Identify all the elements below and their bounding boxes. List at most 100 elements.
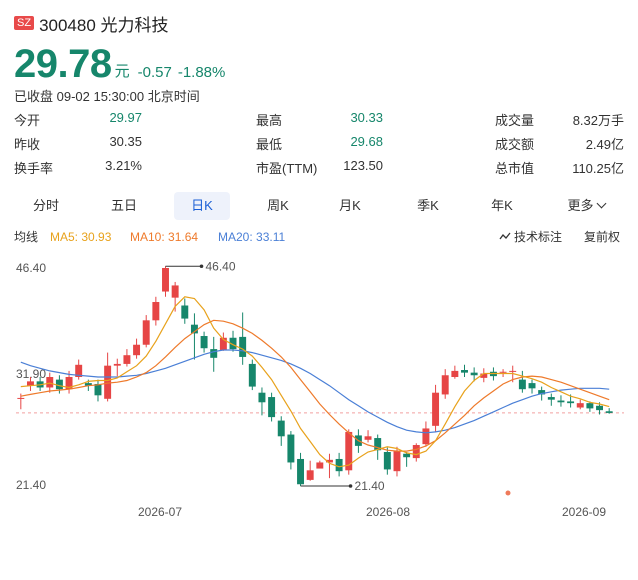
event-dot — [505, 490, 511, 496]
tab-five-day[interactable]: 五日 — [110, 198, 137, 213]
candle-body — [403, 453, 411, 458]
indicator-label: 技术标注 — [514, 230, 563, 244]
stat-value: 29.97 — [109, 110, 142, 125]
stat-label: 成交额 — [495, 137, 535, 152]
stat-label: 今开 — [14, 113, 41, 128]
candle-body — [480, 373, 488, 378]
price-change: -0.57 — [137, 64, 172, 81]
candle-body — [518, 379, 526, 390]
stat-value: 110.25亿 — [572, 161, 624, 176]
candle-body — [567, 401, 575, 404]
candle-body — [509, 370, 517, 372]
price-unit: 元 — [114, 63, 130, 80]
candle-body — [441, 375, 449, 395]
candle-body — [94, 383, 102, 396]
candle-body — [190, 324, 198, 334]
low-marker-dot — [348, 484, 353, 488]
candle-body — [383, 451, 391, 470]
y-tick-label: 21.40 — [16, 478, 46, 492]
stat-value: 30.33 — [350, 110, 383, 125]
y-tick-label: 31.90 — [16, 367, 46, 381]
ma20-legend: MA20: 33.11 — [218, 230, 286, 244]
stat-value: 3.21% — [105, 158, 142, 173]
candle-body — [306, 470, 314, 480]
ma-legend: 均线 MA5: 30.93 MA10: 31.64 MA20: 33.11 — [14, 229, 624, 245]
candle-body — [200, 336, 208, 349]
stat-value: 123.50 — [343, 158, 383, 173]
candle-body — [104, 365, 112, 399]
candle-body — [17, 397, 25, 399]
candle-body — [142, 320, 150, 345]
tab-more[interactable]: 更多 — [556, 192, 616, 220]
candle-body — [374, 438, 382, 451]
stats-row: 今开 29.97 最高 30.33 成交量 8.32万手 — [14, 110, 624, 132]
candle-body — [171, 285, 179, 298]
candle-body — [412, 445, 420, 459]
x-tick-label: 2026-08 — [366, 505, 410, 519]
tab-weekly-k[interactable]: 周K — [267, 198, 289, 213]
candle-body — [55, 379, 63, 390]
ma-legend-title: 均线 — [14, 230, 39, 244]
candle-body — [393, 451, 401, 472]
stat-label: 市盈(TTM) — [256, 161, 318, 176]
candle-body — [84, 383, 92, 386]
candle-body — [210, 349, 218, 358]
candle-body — [75, 364, 83, 377]
stats-row: 换手率 3.21% 市盈(TTM) 123.50 总市值 110.25亿 — [14, 158, 624, 180]
stats-row: 昨收 30.35 最低 29.68 成交额 2.49亿 — [14, 134, 624, 156]
stat-label: 最高 — [256, 113, 283, 128]
candle-body — [181, 305, 189, 319]
high-annotation: 46.40 — [206, 259, 236, 273]
indicator-button[interactable]: 技术标注 — [499, 229, 562, 245]
x-tick-label: 2026-09 — [562, 505, 606, 519]
price-change-percent: -1.88% — [177, 64, 226, 81]
market-status: 已收盘 09-02 15:30:00 北京时间 — [14, 89, 200, 104]
stat-label: 成交量 — [495, 113, 535, 128]
candle-body — [277, 420, 285, 437]
candle-body — [287, 434, 295, 463]
candle-body — [113, 363, 121, 366]
stat-value: 29.68 — [350, 134, 383, 149]
candle-body — [499, 371, 507, 373]
candle-body — [461, 370, 468, 373]
candle-body — [547, 397, 555, 400]
candle-body — [528, 383, 536, 389]
candle-body — [422, 428, 430, 445]
stat-value: 8.32万手 — [572, 113, 624, 128]
candle-body — [152, 302, 160, 321]
ma10-legend: MA10: 31.64 — [130, 230, 199, 244]
candle-body — [123, 355, 131, 364]
ma10-line — [20, 319, 610, 452]
candle-body — [605, 411, 613, 413]
tab-yearly-k[interactable]: 年K — [491, 198, 513, 213]
y-tick-label: 46.40 — [16, 261, 46, 275]
tab-daily-k[interactable]: 日K — [174, 192, 230, 220]
stat-value: 2.49亿 — [585, 137, 624, 152]
tab-monthly-k[interactable]: 月K — [339, 198, 361, 213]
ma5-legend: MA5: 30.93 — [50, 230, 112, 244]
candle-body — [576, 403, 584, 408]
adjust-button[interactable]: 复前权 — [584, 230, 621, 244]
candle-body — [335, 458, 343, 472]
low-annotation: 21.40 — [355, 479, 385, 493]
candle-body — [133, 344, 141, 356]
candle-body — [470, 372, 478, 376]
candle-body — [219, 337, 227, 350]
x-tick-label: 2026-07 — [138, 505, 182, 519]
candle-body — [258, 392, 266, 403]
period-tabs: 分时 五日 日K 周K 月K 季K 年K 更多 — [10, 192, 628, 220]
candle-body — [239, 336, 247, 357]
candle-body — [364, 436, 372, 440]
candle-body — [432, 392, 440, 426]
tab-more-label: 更多 — [567, 198, 594, 213]
candle-body — [586, 403, 594, 409]
tab-quarterly-k[interactable]: 季K — [417, 198, 439, 213]
high-marker-dot — [199, 264, 204, 269]
current-price: 29.78 — [14, 42, 112, 86]
candle-body — [26, 381, 34, 386]
ma5-line — [20, 296, 610, 468]
stat-label: 昨收 — [14, 137, 41, 152]
tab-intraday[interactable]: 分时 — [32, 198, 59, 213]
